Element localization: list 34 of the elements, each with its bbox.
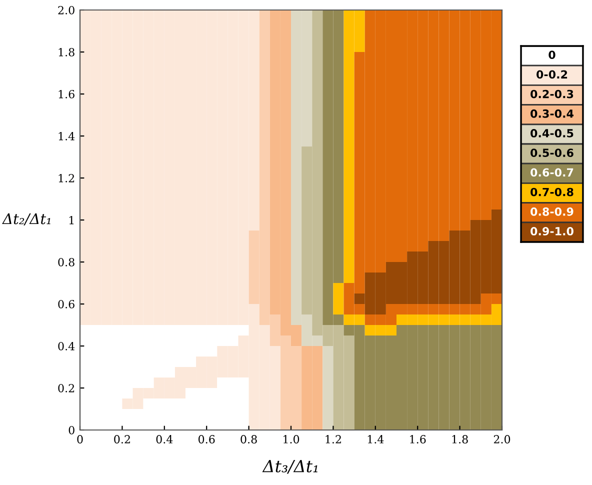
color-bar-label: 0.7-0.8 [530,188,574,196]
y-tick-label: 1.8 [58,48,74,56]
x-axis-title: Δt₃/Δt₁ [262,460,318,474]
x-tick-label: 2.0 [494,435,510,444]
color-bar-label: 0 [548,50,556,60]
color-bar-label: 0.9-1.0 [530,227,574,236]
color-bar-label: 0-0.2 [536,70,568,79]
y-tick-label: 0.2 [58,384,74,392]
x-tick-label: 0.2 [114,435,130,444]
color-bar-label: 0.8-0.9 [530,207,574,216]
y-tick-label: 1 [69,216,74,224]
x-tick-label: 1.6 [410,435,426,444]
x-tick-label: 0.6 [198,435,215,444]
y-axis-title: Δt₂/Δt₁ [2,213,50,226]
x-tick-label: 1.0 [284,435,300,444]
x-tick-label: 0.8 [240,435,257,444]
x-tick-label: 1.2 [326,435,341,444]
x-tick-label: 0 [77,435,83,444]
y-tick-label: 0.4 [58,342,75,350]
x-tick-label: 0.4 [156,435,173,444]
y-tick-label: 2.0 [58,6,74,14]
color-bar-label: 0.4-0.5 [530,129,574,138]
color-bar-label: 0.2-0.3 [530,90,574,98]
y-tick-label: 1.4 [58,132,75,140]
color-bar-label: 0.6-0.7 [530,168,574,177]
y-tick-label: 0 [68,426,74,434]
x-tick-label: 1.8 [452,435,468,444]
color-bar-label: 0.5-0.6 [530,148,574,158]
y-tick-label: 0.6 [58,300,74,308]
y-tick-label: 1.6 [58,90,74,98]
color-bar-label: 0.3-0.4 [530,109,574,118]
x-tick-label: 1.4 [368,435,384,444]
y-tick-label: 1.2 [58,174,74,182]
y-tick-label: 0.8 [58,258,74,266]
